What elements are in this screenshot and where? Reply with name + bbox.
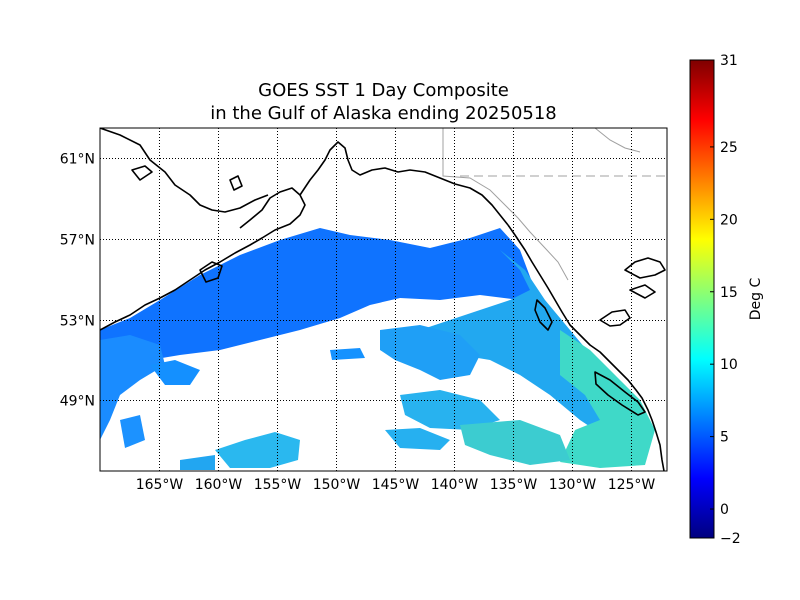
border-layer (442, 128, 667, 281)
colorbar-gradient (689, 59, 715, 539)
x-tick-label: 160°W (195, 477, 243, 493)
y-tick-label: 53°N (60, 314, 95, 330)
coast-island-2 (229, 175, 243, 191)
graticule (100, 128, 667, 471)
x-tick-label: 165°W (136, 477, 184, 493)
y-tick-label: 49°N (60, 394, 95, 410)
colorbar-label: Deg C (748, 278, 764, 321)
colorbar-tick-label: 0 (720, 502, 729, 518)
sst-region-aleutian-frag (150, 360, 200, 385)
colorbar-tick-label: 5 (720, 430, 729, 446)
chart-title-line2: in the Gulf of Alaska ending 20250518 (210, 103, 557, 124)
colorbar-tick-label: 31 (720, 53, 738, 69)
coast-cook-inlet (299, 141, 509, 226)
y-axis-ticks: 61°N 57°N 53°N 49°N (60, 152, 95, 410)
sst-region-mid-patches-3 (385, 428, 450, 450)
sst-region-aleutian-west (100, 335, 165, 440)
colorbar-tick-label: −2 (720, 531, 741, 547)
coast-bc-mainland (599, 309, 631, 327)
sst-region-west-coast-patch (120, 415, 145, 448)
sst-region-gulf-central (100, 228, 535, 372)
y-tick-label: 57°N (60, 233, 95, 249)
x-tick-label: 140°W (431, 477, 479, 493)
coast-bc-north-2 (629, 284, 656, 299)
coast-bc-north (624, 257, 666, 279)
x-axis-ticks: 165°W 160°W 155°W 150°W 145°W 140°W 135°W 130°W… (136, 477, 656, 493)
colorbar-tick-label: 25 (720, 140, 738, 156)
x-tick-label: 155°W (254, 477, 302, 493)
map-area (100, 128, 667, 471)
colorbar: −2 0 5 10 15 20 25 31 Deg C (689, 53, 764, 547)
coast-island-1 (131, 165, 153, 181)
sst-region-mid-small (330, 348, 365, 360)
sst-region-coastal-bc (560, 330, 655, 468)
coast-alaska-peninsula (100, 187, 306, 331)
coast-vancouver-island (594, 371, 646, 416)
coast-western-alaska (100, 128, 269, 213)
sst-region-south-patch (180, 455, 215, 470)
coast-panhandle (507, 224, 665, 471)
colorbar-ticks: −2 0 5 10 15 20 25 31 (710, 53, 741, 547)
sst-region-south-band (215, 432, 300, 468)
coast-haida-gwaii (534, 299, 553, 331)
x-tick-label: 150°W (313, 477, 361, 493)
border-canada-alaska (442, 128, 569, 281)
chart-title-line1: GOES SST 1 Day Composite (258, 80, 509, 101)
x-tick-label: 125°W (608, 477, 656, 493)
colorbar-tick-label: 20 (720, 212, 738, 228)
coastline-layer (100, 128, 666, 471)
y-tick-label: 61°N (60, 152, 95, 168)
x-tick-label: 145°W (372, 477, 420, 493)
coast-kodiak (199, 261, 223, 283)
colorbar-tick-label: 15 (720, 285, 738, 301)
sst-region-south-patch-2 (460, 420, 570, 465)
colorbar-tick-label: 10 (720, 357, 738, 373)
x-tick-label: 130°W (549, 477, 597, 493)
x-tick-label: 135°W (490, 477, 538, 493)
map-frame (99, 127, 668, 472)
border-bc-yukon (594, 128, 641, 153)
